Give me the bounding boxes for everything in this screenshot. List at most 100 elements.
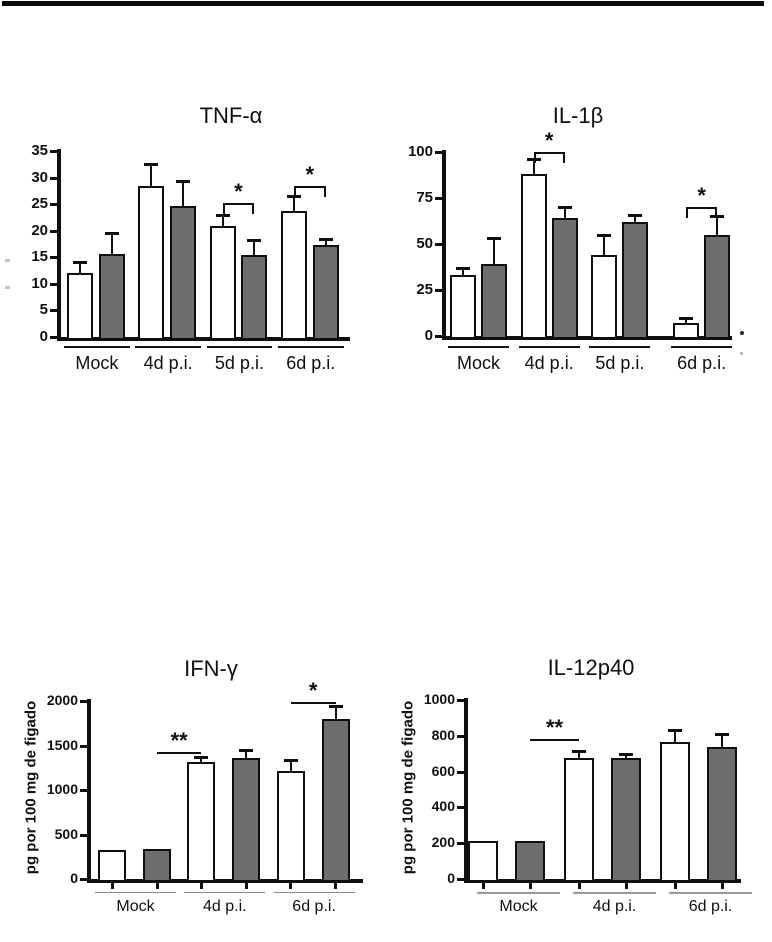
error-bar-stem (324, 238, 327, 245)
x-category-label: 6d p.i. (688, 898, 733, 915)
y-tick (457, 878, 464, 881)
error-bar-stem (289, 759, 292, 772)
error-bar-stem (245, 750, 248, 759)
y-tick-label: 1000 (46, 781, 78, 797)
y-tick-label: 0 (424, 327, 433, 344)
significance-stars: ** (170, 727, 188, 753)
x-group-line (477, 892, 560, 894)
significance-line (222, 202, 255, 205)
y-tick-label: 600 (431, 762, 455, 779)
x-group-line (277, 346, 344, 348)
bar (611, 757, 641, 882)
bar (707, 746, 737, 882)
significance-line (157, 751, 202, 754)
y-tick (80, 789, 87, 792)
error-bar-stem (716, 216, 719, 235)
significance-stars: ** (545, 715, 564, 741)
error-bar-stem (674, 730, 676, 743)
error-bar-cap (628, 213, 643, 217)
error-bar-cap (104, 231, 119, 235)
error-bar-cap (619, 752, 633, 756)
bar (276, 771, 305, 882)
x-category-label: 5d p.i. (214, 353, 264, 373)
y-axis (57, 149, 61, 341)
y-tick (50, 203, 57, 207)
bar (187, 761, 216, 882)
x-group-line (206, 346, 273, 348)
y-tick (457, 734, 464, 738)
significance-bracket-end (686, 207, 689, 219)
error-bar-cap (668, 729, 682, 733)
x-group-line (671, 346, 733, 348)
x-tick (481, 883, 485, 889)
scan-artifact-dash (5, 286, 10, 289)
x-tick (577, 883, 581, 889)
y-tick (80, 700, 87, 703)
x-tick (199, 883, 203, 889)
error-bar-cap (715, 733, 729, 736)
x-axis (442, 336, 732, 340)
error-bar-stem (721, 734, 723, 747)
y-tick-label: 500 (54, 825, 78, 842)
significance-bracket-end (293, 186, 296, 198)
y-tick (80, 878, 87, 881)
y-tick (80, 744, 87, 748)
bar (551, 218, 578, 339)
x-tick (720, 883, 724, 889)
significance-stars: * (308, 677, 318, 703)
error-bar-stem (200, 757, 203, 762)
x-tick (110, 883, 114, 889)
significance-line (533, 152, 565, 154)
chart-ifn-gamma: IFN-γ pg por 100 mg de figado 0 500 1000 1500… (0, 630, 400, 935)
bar (312, 244, 339, 340)
y-tick-label: 1000 (423, 691, 455, 707)
x-category-label: 4d p.i. (592, 898, 637, 915)
y-tick-label: 25 (31, 195, 48, 213)
bar (622, 221, 649, 339)
y-tick-label: 10 (31, 274, 48, 292)
error-bar-cap (572, 750, 586, 753)
error-bar-stem (563, 207, 566, 219)
error-bar-stem (634, 214, 637, 222)
y-tick (80, 833, 87, 837)
y-tick-label: 1500 (46, 736, 78, 753)
error-bar-stem (603, 234, 606, 256)
bar (520, 174, 547, 339)
y-tick-label: 75 (416, 189, 433, 206)
bar (660, 742, 690, 882)
bar (170, 205, 196, 340)
x-tick (244, 883, 248, 889)
bar (591, 255, 618, 339)
x-category-label: Mock (456, 353, 501, 373)
y-tick (50, 256, 57, 260)
x-category-label: Mock (499, 898, 538, 915)
bar (98, 253, 125, 340)
x-axis (464, 879, 741, 883)
error-bar-stem (150, 163, 153, 187)
x-category-label: Mock (75, 353, 119, 373)
bar (673, 323, 700, 339)
error-bar-stem (493, 238, 495, 265)
y-tick-label: 2000 (46, 692, 78, 708)
x-group-line (573, 892, 656, 894)
error-bar-cap (557, 206, 572, 210)
y-tick-label: 30 (31, 168, 48, 186)
y-tick (435, 335, 442, 338)
scan-artifact-dot (740, 331, 744, 335)
scan-artifact-dot (740, 352, 743, 355)
error-bar-stem (532, 159, 535, 175)
error-bar-cap (328, 704, 343, 708)
y-axis (87, 699, 91, 883)
y-tick (50, 150, 57, 153)
chart-title: IL-12p40 (547, 655, 635, 680)
error-bar-cap (679, 316, 694, 320)
y-tick (50, 336, 57, 339)
x-group-line (448, 346, 509, 348)
significance-bracket-end (715, 207, 718, 219)
bar (515, 841, 545, 882)
error-bar-cap (239, 749, 254, 753)
error-bar-stem (462, 267, 464, 276)
bar (468, 840, 498, 882)
bar (143, 849, 171, 882)
significance-bracket-end (562, 152, 565, 163)
